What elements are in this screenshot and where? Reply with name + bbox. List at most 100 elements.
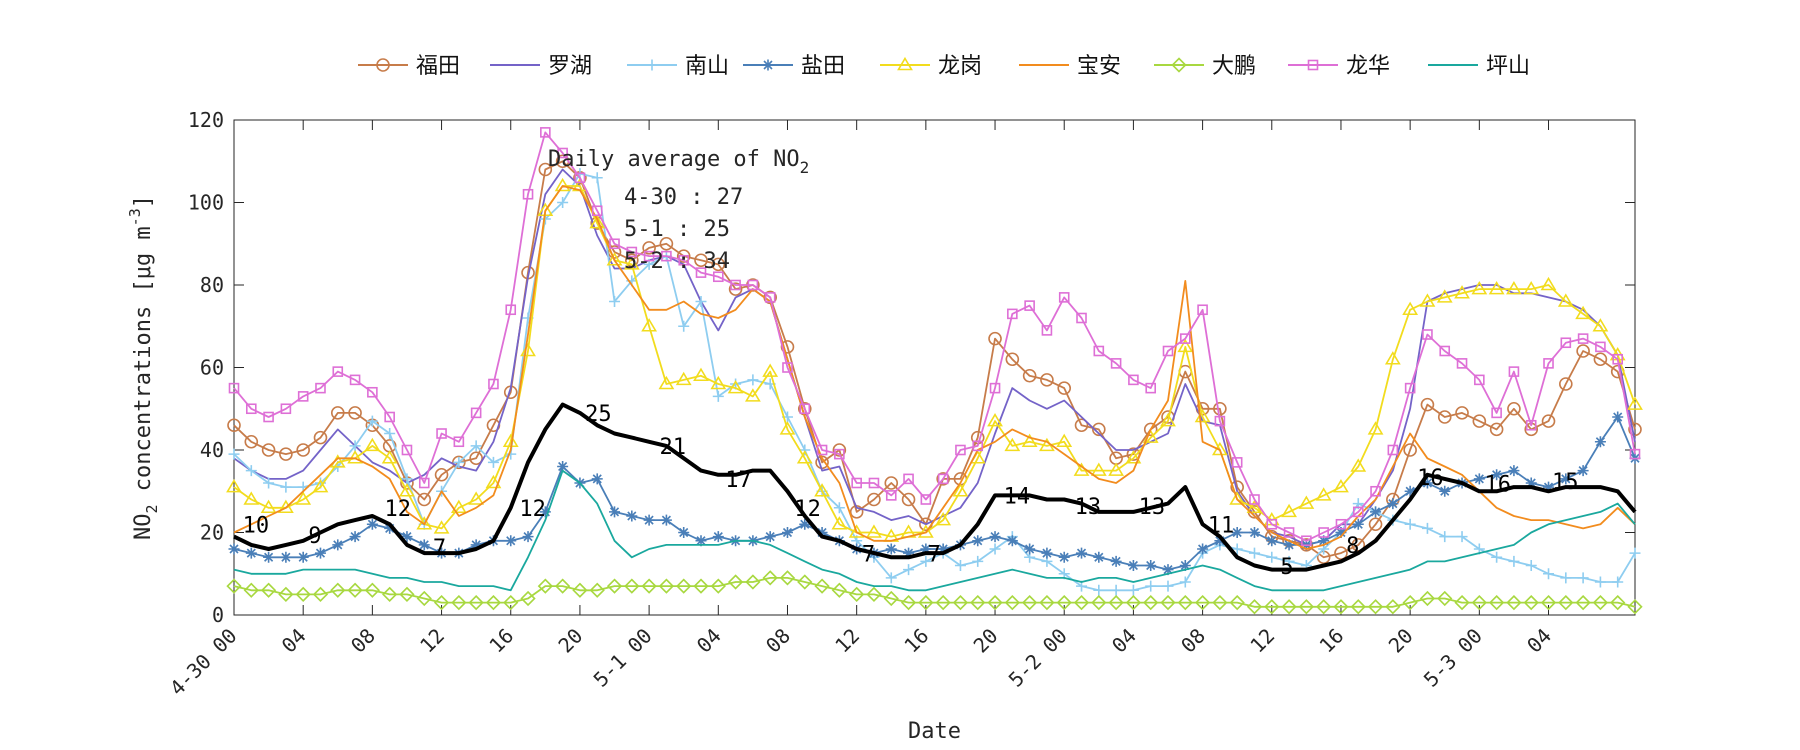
data-point <box>1004 594 1020 611</box>
data-point <box>641 318 658 332</box>
value-label: 8 <box>1346 534 1359 559</box>
y-tick-label: 0 <box>212 603 224 627</box>
data-point <box>1421 522 1433 534</box>
data-point <box>451 594 467 611</box>
data-point <box>1110 358 1122 369</box>
data-point <box>557 147 568 159</box>
data-point <box>972 555 984 567</box>
data-point <box>920 555 932 567</box>
data-point <box>1179 333 1191 344</box>
data-point <box>347 582 363 598</box>
data-point <box>349 531 361 543</box>
data-point <box>1090 462 1107 476</box>
value-label: 21 <box>659 435 686 460</box>
data-point <box>263 477 275 489</box>
data-point <box>1575 305 1592 320</box>
data-point <box>295 491 312 505</box>
data-point <box>1594 436 1606 448</box>
data-point <box>675 371 692 386</box>
y-tick-label: 40 <box>200 438 224 462</box>
data-point <box>315 382 326 394</box>
data-point <box>470 539 482 551</box>
data-point <box>1108 594 1124 611</box>
data-point <box>955 444 966 456</box>
data-point <box>1197 304 1208 316</box>
data-point <box>589 215 606 229</box>
data-point <box>1231 543 1243 555</box>
data-point <box>1058 551 1070 563</box>
data-point <box>1318 527 1329 538</box>
legend-swatch-marker <box>762 59 774 71</box>
data-point <box>279 447 293 461</box>
series-8 <box>233 469 1636 592</box>
data-point <box>1557 293 1574 307</box>
data-point <box>1246 599 1263 615</box>
x-tick-label: 08 <box>346 624 380 658</box>
data-point <box>244 434 259 449</box>
data-point <box>1593 352 1608 367</box>
data-point <box>520 590 536 607</box>
data-point <box>885 490 897 501</box>
data-point <box>1507 401 1521 416</box>
data-point <box>952 483 969 497</box>
data-point <box>1301 535 1312 547</box>
data-point <box>1506 281 1522 295</box>
data-point <box>609 296 621 307</box>
data-point <box>744 388 761 402</box>
x-tick-label: 08 <box>1176 624 1210 658</box>
series-line <box>233 160 1636 559</box>
data-point <box>1387 444 1399 456</box>
data-point <box>1334 546 1348 560</box>
data-point <box>1024 543 1036 555</box>
data-point <box>1629 547 1641 559</box>
data-point <box>1474 374 1485 386</box>
value-label: 7 <box>862 542 875 567</box>
data-point <box>831 582 848 598</box>
data-point <box>469 451 483 466</box>
data-point <box>1419 590 1436 607</box>
data-point <box>1610 594 1626 611</box>
data-point <box>970 594 986 611</box>
data-point <box>470 440 482 452</box>
data-point <box>660 514 672 526</box>
data-point <box>1125 594 1142 611</box>
data-point <box>1283 539 1295 551</box>
value-label: 9 <box>308 524 321 549</box>
data-point <box>1024 300 1035 311</box>
data-point <box>537 578 553 594</box>
data-point <box>366 415 378 427</box>
data-point <box>1041 547 1053 559</box>
data-point <box>1525 477 1537 489</box>
value-label: 11 <box>1208 514 1235 539</box>
data-point <box>1576 344 1590 358</box>
data-point <box>799 444 811 456</box>
data-point <box>1197 543 1209 555</box>
data-point <box>1560 473 1572 485</box>
data-point <box>1162 564 1174 576</box>
y-tick-label: 20 <box>200 521 224 545</box>
data-point <box>367 386 378 398</box>
data-point <box>1472 414 1487 428</box>
data-point <box>1543 568 1555 580</box>
data-point <box>952 594 969 611</box>
data-point <box>851 477 862 489</box>
data-point <box>332 539 344 551</box>
series-line <box>233 402 1637 572</box>
x-tick-label: 5-1 00 <box>589 624 657 692</box>
data-point <box>799 403 811 415</box>
data-point <box>1558 594 1574 611</box>
data-point <box>1628 422 1642 437</box>
data-point <box>277 499 294 514</box>
data-point <box>485 594 502 611</box>
data-point <box>1455 406 1469 420</box>
data-point <box>643 250 655 262</box>
data-point <box>572 582 588 598</box>
data-point <box>642 241 656 255</box>
data-point <box>1266 518 1278 530</box>
data-point <box>280 551 292 563</box>
data-point <box>1298 599 1315 615</box>
series-0 <box>227 154 1642 565</box>
data-point <box>678 320 690 332</box>
data-point <box>1384 351 1401 365</box>
series-line <box>233 185 1636 550</box>
